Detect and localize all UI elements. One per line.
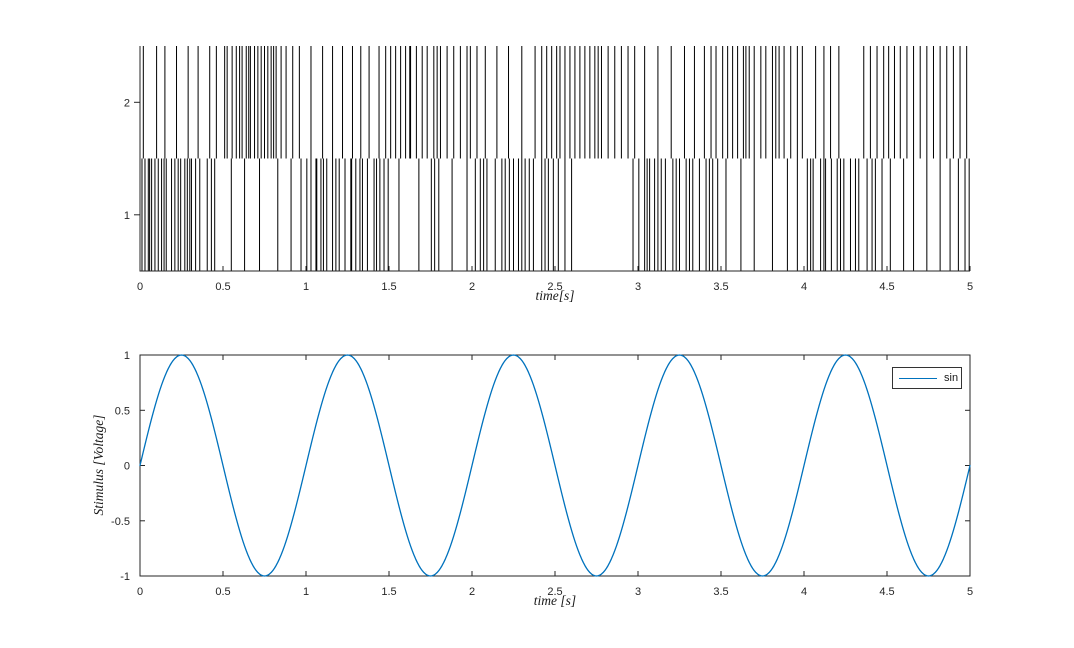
x-tick-label: 1 — [303, 586, 309, 598]
x-tick-label: 0.5 — [215, 586, 230, 598]
x-tick-label: 4 — [801, 586, 807, 598]
y-tick-label: 1 — [124, 350, 130, 362]
x-tick-label: 3 — [635, 281, 641, 293]
legend: sin — [892, 367, 962, 389]
x-tick-label: 5 — [967, 281, 973, 293]
raster-spike-train-1 — [141, 158, 970, 271]
stimulus-plot: 0 0.5 1 1.5 2 2.5 3 3.5 4 4.5 5 -1 -0.5 0 0.5 1 — [111, 350, 973, 598]
x-tick-label: 2.5 — [547, 281, 562, 293]
x-tick-label: 2 — [469, 586, 475, 598]
y-tick-label: -0.5 — [111, 516, 130, 528]
stimulus-y-ticks: -1 -0.5 0 0.5 1 — [111, 350, 970, 583]
x-tick-label: 0 — [137, 586, 143, 598]
stimulus-xaxis-label: time [s] — [533, 593, 577, 608]
x-tick-label: 4.5 — [879, 586, 894, 598]
x-tick-label: 5 — [967, 586, 973, 598]
x-tick-label: 1.5 — [381, 586, 396, 598]
y-tick-label: 1 — [124, 210, 130, 222]
raster-x-ticks: 0 0.5 1 1.5 2 2.5 3 3.5 4 4.5 5 — [137, 266, 973, 293]
raster-y-ticks: 12 — [124, 97, 140, 222]
x-tick-label: 3 — [635, 586, 641, 598]
stimulus-yaxis-label: Stimulus [Voltage] — [91, 414, 106, 516]
x-tick-label: 3.5 — [713, 586, 728, 598]
legend-entry-label: sin — [944, 371, 959, 384]
legend-line-sample — [899, 377, 937, 379]
x-tick-label: 4.5 — [879, 281, 894, 293]
x-tick-label: 4 — [801, 281, 807, 293]
raster-spike-train-2 — [142, 46, 968, 159]
x-tick-label: 0.5 — [215, 281, 230, 293]
sine-curve — [139, 354, 971, 577]
y-tick-label: 0 — [124, 461, 130, 473]
x-tick-label: 3.5 — [713, 281, 728, 293]
x-tick-label: 1 — [303, 281, 309, 293]
raster-plot: 0 0.5 1 1.5 2 2.5 3 3.5 4 4.5 512 — [124, 46, 973, 293]
raster-xaxis-label: time[s] — [535, 288, 575, 303]
x-tick-label: 2.5 — [547, 586, 562, 598]
x-tick-label: 2 — [469, 281, 475, 293]
y-tick-label: 2 — [124, 97, 130, 109]
y-tick-label: 0.5 — [115, 405, 130, 417]
x-tick-label: 1.5 — [381, 281, 396, 293]
stimulus-x-ticks: 0 0.5 1 1.5 2 2.5 3 3.5 4 4.5 5 — [137, 355, 973, 598]
x-tick-label: 0 — [137, 281, 143, 293]
y-tick-label: -1 — [120, 571, 130, 583]
